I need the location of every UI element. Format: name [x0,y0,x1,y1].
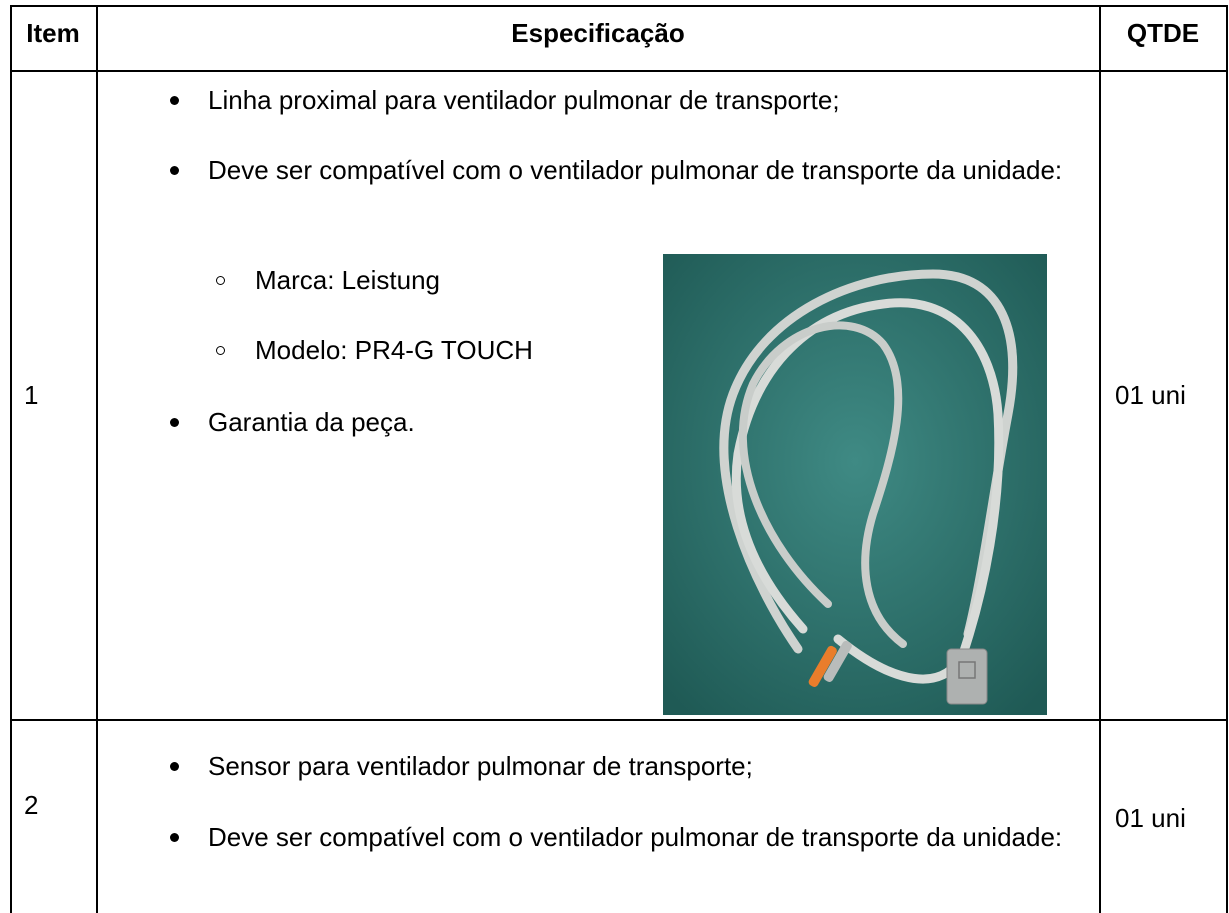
border [10,5,1227,7]
bullet [170,418,179,427]
bullet [170,833,179,842]
spec-item: Linha proximal para ventilador pulmonar … [208,85,840,115]
border [96,5,98,913]
border [10,70,1227,72]
bullet [170,762,179,771]
item-number: 2 [24,790,39,820]
item-number: 1 [24,380,39,410]
spec-subitem: Marca: Leistung [255,265,440,295]
bullet [170,96,179,105]
product-photo [663,254,1047,715]
spec-item: Sensor para ventilador pulmonar de trans… [208,751,753,781]
border [1226,5,1228,913]
sub-bullet [216,346,225,355]
border [10,5,12,913]
spec-subitem: Modelo: PR4-G TOUCH [255,335,533,365]
header-cell: QTDE [1126,18,1200,48]
spec-item: Deve ser compatível com o ventilador pul… [208,155,1063,185]
quantity: 01 uni [1115,380,1186,410]
quantity: 01 uni [1115,803,1186,833]
header-cell: Especificação [511,18,685,48]
spec-item: Garantia da peça. [208,407,415,437]
header-cell: Item [26,18,80,48]
border [1099,5,1101,913]
sub-bullet [216,276,225,285]
spec-item: Deve ser compatível com o ventilador pul… [208,822,1063,852]
border [10,719,1227,721]
bullet [170,166,179,175]
